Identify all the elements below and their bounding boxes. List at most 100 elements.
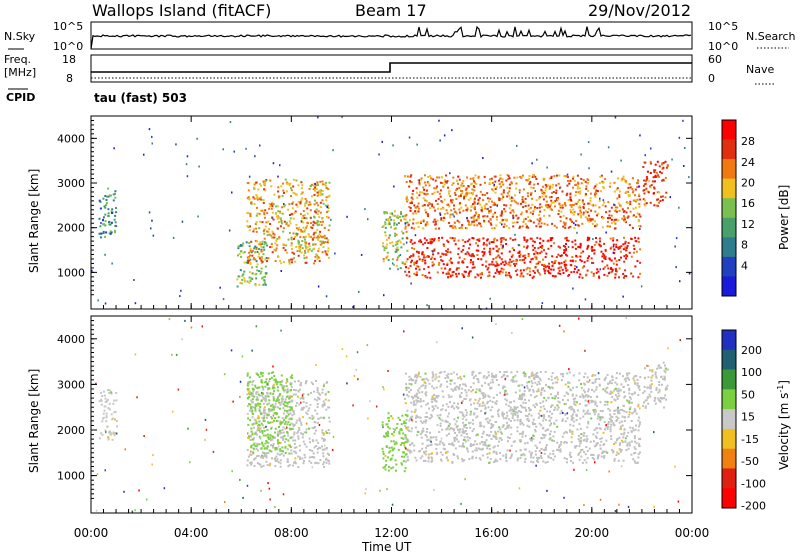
echo-cell <box>566 192 569 195</box>
echo-cell <box>321 217 323 220</box>
echo-cell <box>625 190 628 193</box>
echo-cell <box>593 390 596 393</box>
echo-cell <box>570 264 573 267</box>
echo-cell <box>513 400 516 403</box>
echo-cell <box>254 384 257 387</box>
echo-cell <box>262 181 265 184</box>
echo-cell <box>246 405 249 408</box>
echo-cell <box>458 211 461 214</box>
echo-cell <box>506 421 509 424</box>
echo-cell <box>111 212 113 214</box>
echo-cell <box>593 410 595 413</box>
echo-cell <box>439 189 442 192</box>
echo-cell <box>293 413 296 416</box>
echo-cell <box>460 206 463 209</box>
echo-cell <box>432 178 435 181</box>
echo-cell <box>592 409 595 412</box>
echo-cell <box>608 257 611 260</box>
echo-cell <box>499 428 502 431</box>
echo-cell <box>258 197 261 200</box>
echo-cell <box>554 205 556 208</box>
echo-cell <box>249 215 252 218</box>
echo-cell <box>393 443 396 446</box>
noise-cell <box>378 153 380 156</box>
echo-cell <box>560 379 563 382</box>
echo-cell <box>301 457 304 460</box>
echo-cell <box>532 423 535 425</box>
echo-cell <box>594 378 597 381</box>
echo-cell <box>273 375 276 377</box>
echo-cell <box>549 272 552 275</box>
echo-cell <box>104 213 107 216</box>
echo-cell <box>250 399 253 402</box>
echo-cell <box>253 183 256 186</box>
echo-cell <box>599 419 602 422</box>
echo-cell <box>618 195 621 198</box>
echo-cell <box>615 210 618 213</box>
echo-cell <box>631 427 634 430</box>
echo-cell <box>535 390 538 393</box>
echo-cell <box>256 240 259 243</box>
echo-cell <box>530 237 533 240</box>
echo-cell <box>263 211 266 214</box>
echo-cell <box>470 205 473 208</box>
echo-cell <box>468 422 471 425</box>
echo-cell <box>538 271 540 274</box>
noise-cell <box>517 244 520 246</box>
echo-cell <box>405 198 408 201</box>
echo-cell <box>262 199 265 202</box>
echo-cell <box>418 181 421 184</box>
echo-cell <box>407 426 410 429</box>
echo-cell <box>410 410 413 413</box>
echo-cell <box>459 195 462 197</box>
echo-cell <box>573 402 576 405</box>
noise-cell <box>451 129 453 132</box>
echo-cell <box>252 406 255 409</box>
echo-cell <box>451 271 454 274</box>
echo-cell <box>275 420 278 422</box>
echo-cell <box>452 226 455 229</box>
echo-cell <box>531 203 534 206</box>
echo-cell <box>113 399 116 402</box>
echo-cell <box>572 374 575 377</box>
echo-cell <box>446 203 449 206</box>
echo-cell <box>302 236 305 239</box>
echo-cell <box>448 428 451 431</box>
echo-cell <box>328 416 330 419</box>
echo-cell <box>570 415 573 418</box>
echo-cell <box>392 466 395 469</box>
echo-cell <box>539 379 542 382</box>
echo-cell <box>579 192 581 195</box>
noise-cell <box>405 241 408 244</box>
echo-cell <box>272 236 275 239</box>
echo-cell <box>279 403 282 406</box>
echo-cell <box>561 190 564 193</box>
echo-cell <box>412 403 415 406</box>
echo-cell <box>281 194 284 197</box>
echo-cell <box>103 405 106 408</box>
echo-cell <box>287 434 290 437</box>
echo-cell <box>325 430 328 433</box>
echo-cell <box>248 242 251 245</box>
echo-cell <box>387 416 390 419</box>
echo-cell <box>249 376 252 379</box>
echo-cell <box>490 372 493 375</box>
echo-cell <box>521 211 524 214</box>
echo-cell <box>304 198 307 200</box>
echo-cell <box>514 410 517 413</box>
echo-cell <box>622 243 625 246</box>
echo-cell <box>552 450 555 452</box>
echo-cell <box>535 403 538 406</box>
echo-cell <box>549 410 551 413</box>
echo-cell <box>512 440 515 443</box>
echo-cell <box>325 253 328 256</box>
echo-cell <box>284 178 287 181</box>
echo-cell <box>272 443 275 446</box>
echo-cell <box>382 450 385 453</box>
echo-cell <box>419 457 422 460</box>
echo-cell <box>564 224 567 227</box>
echo-cell <box>250 446 253 448</box>
echo-cell <box>502 268 505 271</box>
echo-cell <box>576 174 579 177</box>
noise-cell <box>148 128 151 131</box>
